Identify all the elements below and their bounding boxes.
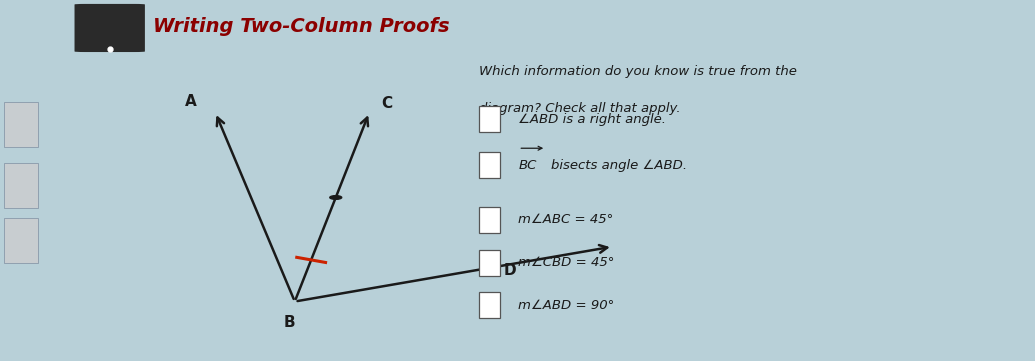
Text: C: C [381, 96, 392, 111]
Text: D: D [504, 263, 516, 278]
Text: m∠CBD = 45°: m∠CBD = 45° [519, 256, 615, 269]
Text: ∠ABD is a right angle.: ∠ABD is a right angle. [519, 113, 667, 126]
Text: A: A [184, 94, 197, 109]
FancyBboxPatch shape [4, 163, 37, 208]
Text: diagram? Check all that apply.: diagram? Check all that apply. [478, 102, 680, 115]
Text: m∠ABC = 45°: m∠ABC = 45° [519, 213, 614, 226]
Bar [478, 292, 501, 318]
Text: bisects angle ∠ABD.: bisects angle ∠ABD. [551, 158, 687, 171]
Bar [478, 207, 501, 233]
Text: m∠ABD = 90°: m∠ABD = 90° [519, 299, 615, 312]
Text: BC: BC [519, 158, 537, 171]
Bar [478, 250, 501, 275]
FancyBboxPatch shape [4, 102, 37, 147]
Circle shape [486, 266, 498, 269]
Bar [478, 152, 501, 178]
FancyBboxPatch shape [4, 218, 37, 264]
Bar [478, 106, 501, 132]
FancyBboxPatch shape [75, 4, 145, 52]
Text: Writing Two-Column Proofs: Writing Two-Column Proofs [153, 17, 450, 36]
Text: B: B [284, 315, 296, 330]
Circle shape [330, 196, 342, 199]
Text: Which information do you know is true from the: Which information do you know is true fr… [478, 65, 797, 78]
